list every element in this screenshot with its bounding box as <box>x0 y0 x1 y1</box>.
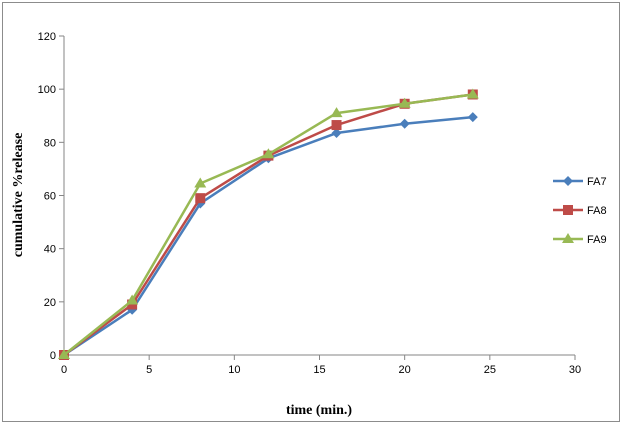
data-point-fa9 <box>58 349 70 359</box>
y-tick-label: 100 <box>38 84 56 96</box>
legend-label-fa7: FA7 <box>587 176 607 188</box>
x-axis-title: time (min.) <box>286 403 352 418</box>
legend-marker-fa8 <box>563 205 573 215</box>
y-axis-title: cumulative %release <box>11 133 26 258</box>
data-point-fa7 <box>467 112 478 123</box>
legend: FA7 FA8 FA9 <box>553 176 607 246</box>
data-point-fa8 <box>195 193 206 204</box>
y-tick-label: 20 <box>44 297 56 309</box>
chart-frame <box>2 2 620 422</box>
x-tick-label: 30 <box>569 364 581 376</box>
data-point-fa9 <box>126 294 139 305</box>
data-point-fa8 <box>331 120 342 131</box>
y-tick-label: 60 <box>44 191 56 203</box>
data-point-fa7 <box>399 118 410 129</box>
legend-item-fa7: FA7 <box>553 176 607 188</box>
x-tick-label: 5 <box>146 364 152 376</box>
data-point-fa9 <box>330 107 343 118</box>
x-tick-label: 0 <box>61 364 67 376</box>
legend-label-fa9: FA9 <box>587 234 607 246</box>
axes: 0 20 40 60 80 100 120 0 5 10 15 20 25 30 <box>38 31 581 376</box>
legend-item-fa9: FA9 <box>553 233 607 246</box>
data-point-fa9 <box>466 88 479 99</box>
data-point-fa9 <box>194 177 207 188</box>
y-tick-label: 80 <box>44 137 56 149</box>
legend-item-fa8: FA8 <box>553 205 607 217</box>
y-tick-label: 0 <box>50 350 56 362</box>
series-fa9 <box>58 88 479 359</box>
x-tick-label: 10 <box>228 364 240 376</box>
y-tick-label: 40 <box>44 244 56 256</box>
x-tick-label: 15 <box>313 364 325 376</box>
series-line-fa9 <box>63 93 473 356</box>
series-line-fa8 <box>63 93 473 357</box>
x-tick-label: 25 <box>484 364 496 376</box>
x-tick-label: 20 <box>399 364 411 376</box>
data-point-fa9 <box>398 97 411 108</box>
legend-marker-fa9 <box>562 233 574 243</box>
series-fa8 <box>59 89 478 360</box>
y-tick-label: 120 <box>38 31 56 43</box>
legend-label-fa8: FA8 <box>587 205 607 217</box>
plot-series <box>58 88 479 360</box>
data-point-fa9 <box>262 148 275 159</box>
data-point-fa7 <box>331 128 342 139</box>
legend-marker-fa7 <box>563 176 573 186</box>
